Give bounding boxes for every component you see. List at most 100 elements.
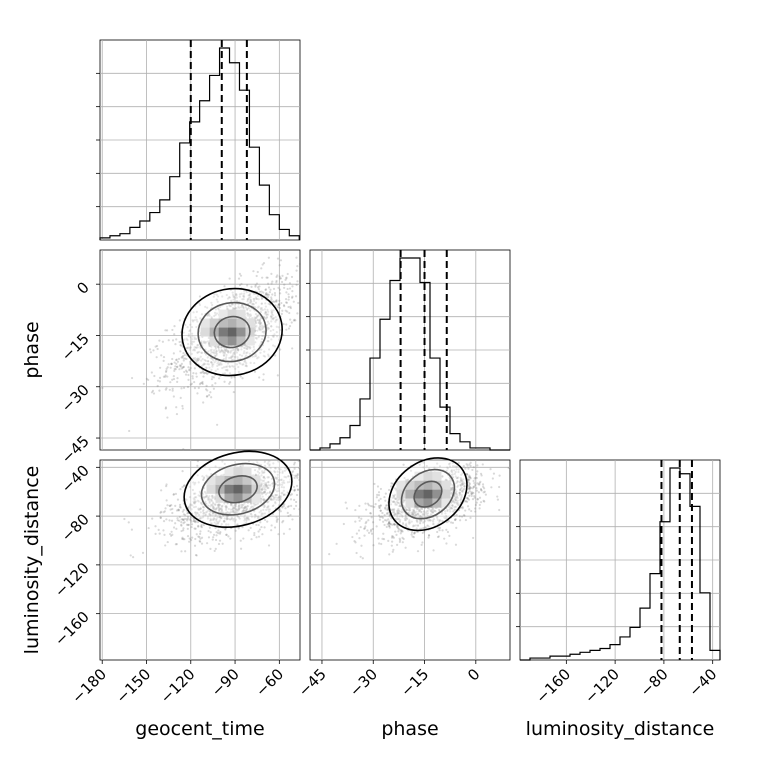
scatter-point bbox=[371, 505, 374, 508]
scatter-point bbox=[172, 526, 176, 529]
scatter-point bbox=[233, 376, 236, 379]
scatter-point bbox=[170, 362, 173, 366]
scatter-point bbox=[196, 460, 199, 463]
scatter-point bbox=[162, 355, 166, 359]
scatter-point bbox=[365, 520, 368, 523]
scatter-point bbox=[359, 555, 362, 558]
scatter-point bbox=[275, 318, 279, 321]
scatter-point bbox=[256, 270, 259, 274]
scatter-point bbox=[255, 297, 258, 301]
scatter-point bbox=[287, 295, 290, 299]
scatter-point bbox=[229, 305, 233, 308]
scatter-point bbox=[160, 510, 163, 513]
scatter-point bbox=[256, 357, 259, 360]
scatter-point bbox=[182, 357, 185, 360]
scatter-point bbox=[245, 347, 248, 351]
scatter-point bbox=[200, 313, 204, 316]
scatter-point bbox=[264, 302, 267, 305]
scatter-point bbox=[270, 325, 273, 328]
scatter-point bbox=[240, 282, 243, 286]
scatter-point bbox=[264, 293, 267, 296]
scatter-point bbox=[252, 303, 256, 306]
scatter-point bbox=[464, 518, 468, 522]
scatter-point bbox=[198, 532, 202, 536]
scatter-point bbox=[240, 304, 244, 307]
scatter-point bbox=[214, 382, 217, 385]
scatter-point bbox=[278, 303, 281, 306]
scatter-point bbox=[176, 365, 179, 368]
scatter-point bbox=[472, 479, 475, 483]
scatter-point bbox=[256, 319, 259, 322]
scatter-point bbox=[468, 494, 471, 497]
scatter-point bbox=[384, 492, 387, 495]
scatter-point bbox=[184, 369, 188, 372]
scatter-point bbox=[211, 351, 215, 354]
scatter-point bbox=[256, 306, 259, 309]
scatter-point bbox=[258, 328, 261, 331]
scatter-point bbox=[472, 485, 476, 489]
scatter-point bbox=[185, 346, 188, 350]
scatter-point bbox=[203, 362, 206, 365]
scatter-point bbox=[178, 368, 181, 371]
scatter-point bbox=[289, 305, 292, 308]
scatter-point bbox=[270, 312, 274, 316]
scatter-point bbox=[199, 537, 202, 540]
scatter-point bbox=[267, 256, 270, 259]
x-tick-label: −160 bbox=[532, 665, 574, 707]
scatter-point bbox=[381, 537, 384, 540]
scatter-point bbox=[211, 538, 214, 541]
scatter-point bbox=[209, 547, 212, 550]
scatter-point bbox=[298, 508, 301, 511]
scatter-point bbox=[297, 488, 300, 491]
scatter-point bbox=[468, 508, 471, 511]
scatter-point bbox=[222, 354, 225, 357]
scatter-point bbox=[205, 542, 209, 545]
scatter-point bbox=[154, 532, 157, 535]
scatter-point bbox=[265, 316, 269, 319]
scatter-point bbox=[228, 277, 231, 280]
scatter-point bbox=[178, 340, 181, 344]
scatter-point bbox=[287, 505, 290, 508]
scatter-point bbox=[232, 295, 235, 298]
scatter-point bbox=[290, 504, 293, 507]
scatter-point bbox=[473, 494, 476, 498]
scatter-point bbox=[190, 342, 193, 345]
x-tick-label: −15 bbox=[397, 665, 432, 700]
scatter-point bbox=[267, 544, 271, 547]
scatter-point bbox=[259, 310, 262, 314]
scatter-point bbox=[379, 509, 382, 512]
scatter-point bbox=[221, 366, 224, 370]
scatter-point bbox=[164, 374, 167, 377]
scatter-point bbox=[172, 377, 176, 381]
scatter-point bbox=[234, 355, 237, 358]
scatter-point bbox=[199, 382, 202, 385]
scatter-point bbox=[354, 508, 357, 512]
scatter-point bbox=[200, 523, 203, 527]
scatter-point bbox=[215, 531, 218, 534]
scatter-point bbox=[263, 355, 267, 358]
scatter-point bbox=[168, 519, 171, 522]
scatter-point bbox=[181, 355, 184, 358]
scatter-point bbox=[295, 500, 298, 504]
scatter-point bbox=[196, 521, 199, 524]
scatter-point bbox=[200, 340, 203, 343]
scatter-point bbox=[270, 296, 273, 299]
scatter-point bbox=[262, 334, 265, 338]
scatter-point bbox=[226, 369, 229, 372]
scatter-point bbox=[277, 533, 280, 536]
scatter-point bbox=[179, 365, 182, 368]
scatter-point bbox=[259, 321, 263, 325]
scatter-point bbox=[278, 307, 282, 310]
scatter-point bbox=[295, 475, 298, 478]
scatter-point bbox=[288, 325, 292, 328]
scatter-point bbox=[162, 375, 166, 378]
scatter-point bbox=[278, 303, 281, 306]
scatter-point bbox=[470, 494, 473, 498]
scatter-point bbox=[210, 377, 214, 381]
scatter-point bbox=[195, 358, 198, 361]
scatter-point bbox=[232, 365, 235, 368]
scatter-point bbox=[182, 386, 186, 390]
scatter-point bbox=[206, 306, 209, 309]
scatter-point bbox=[214, 354, 217, 358]
scatter-point bbox=[206, 314, 210, 317]
